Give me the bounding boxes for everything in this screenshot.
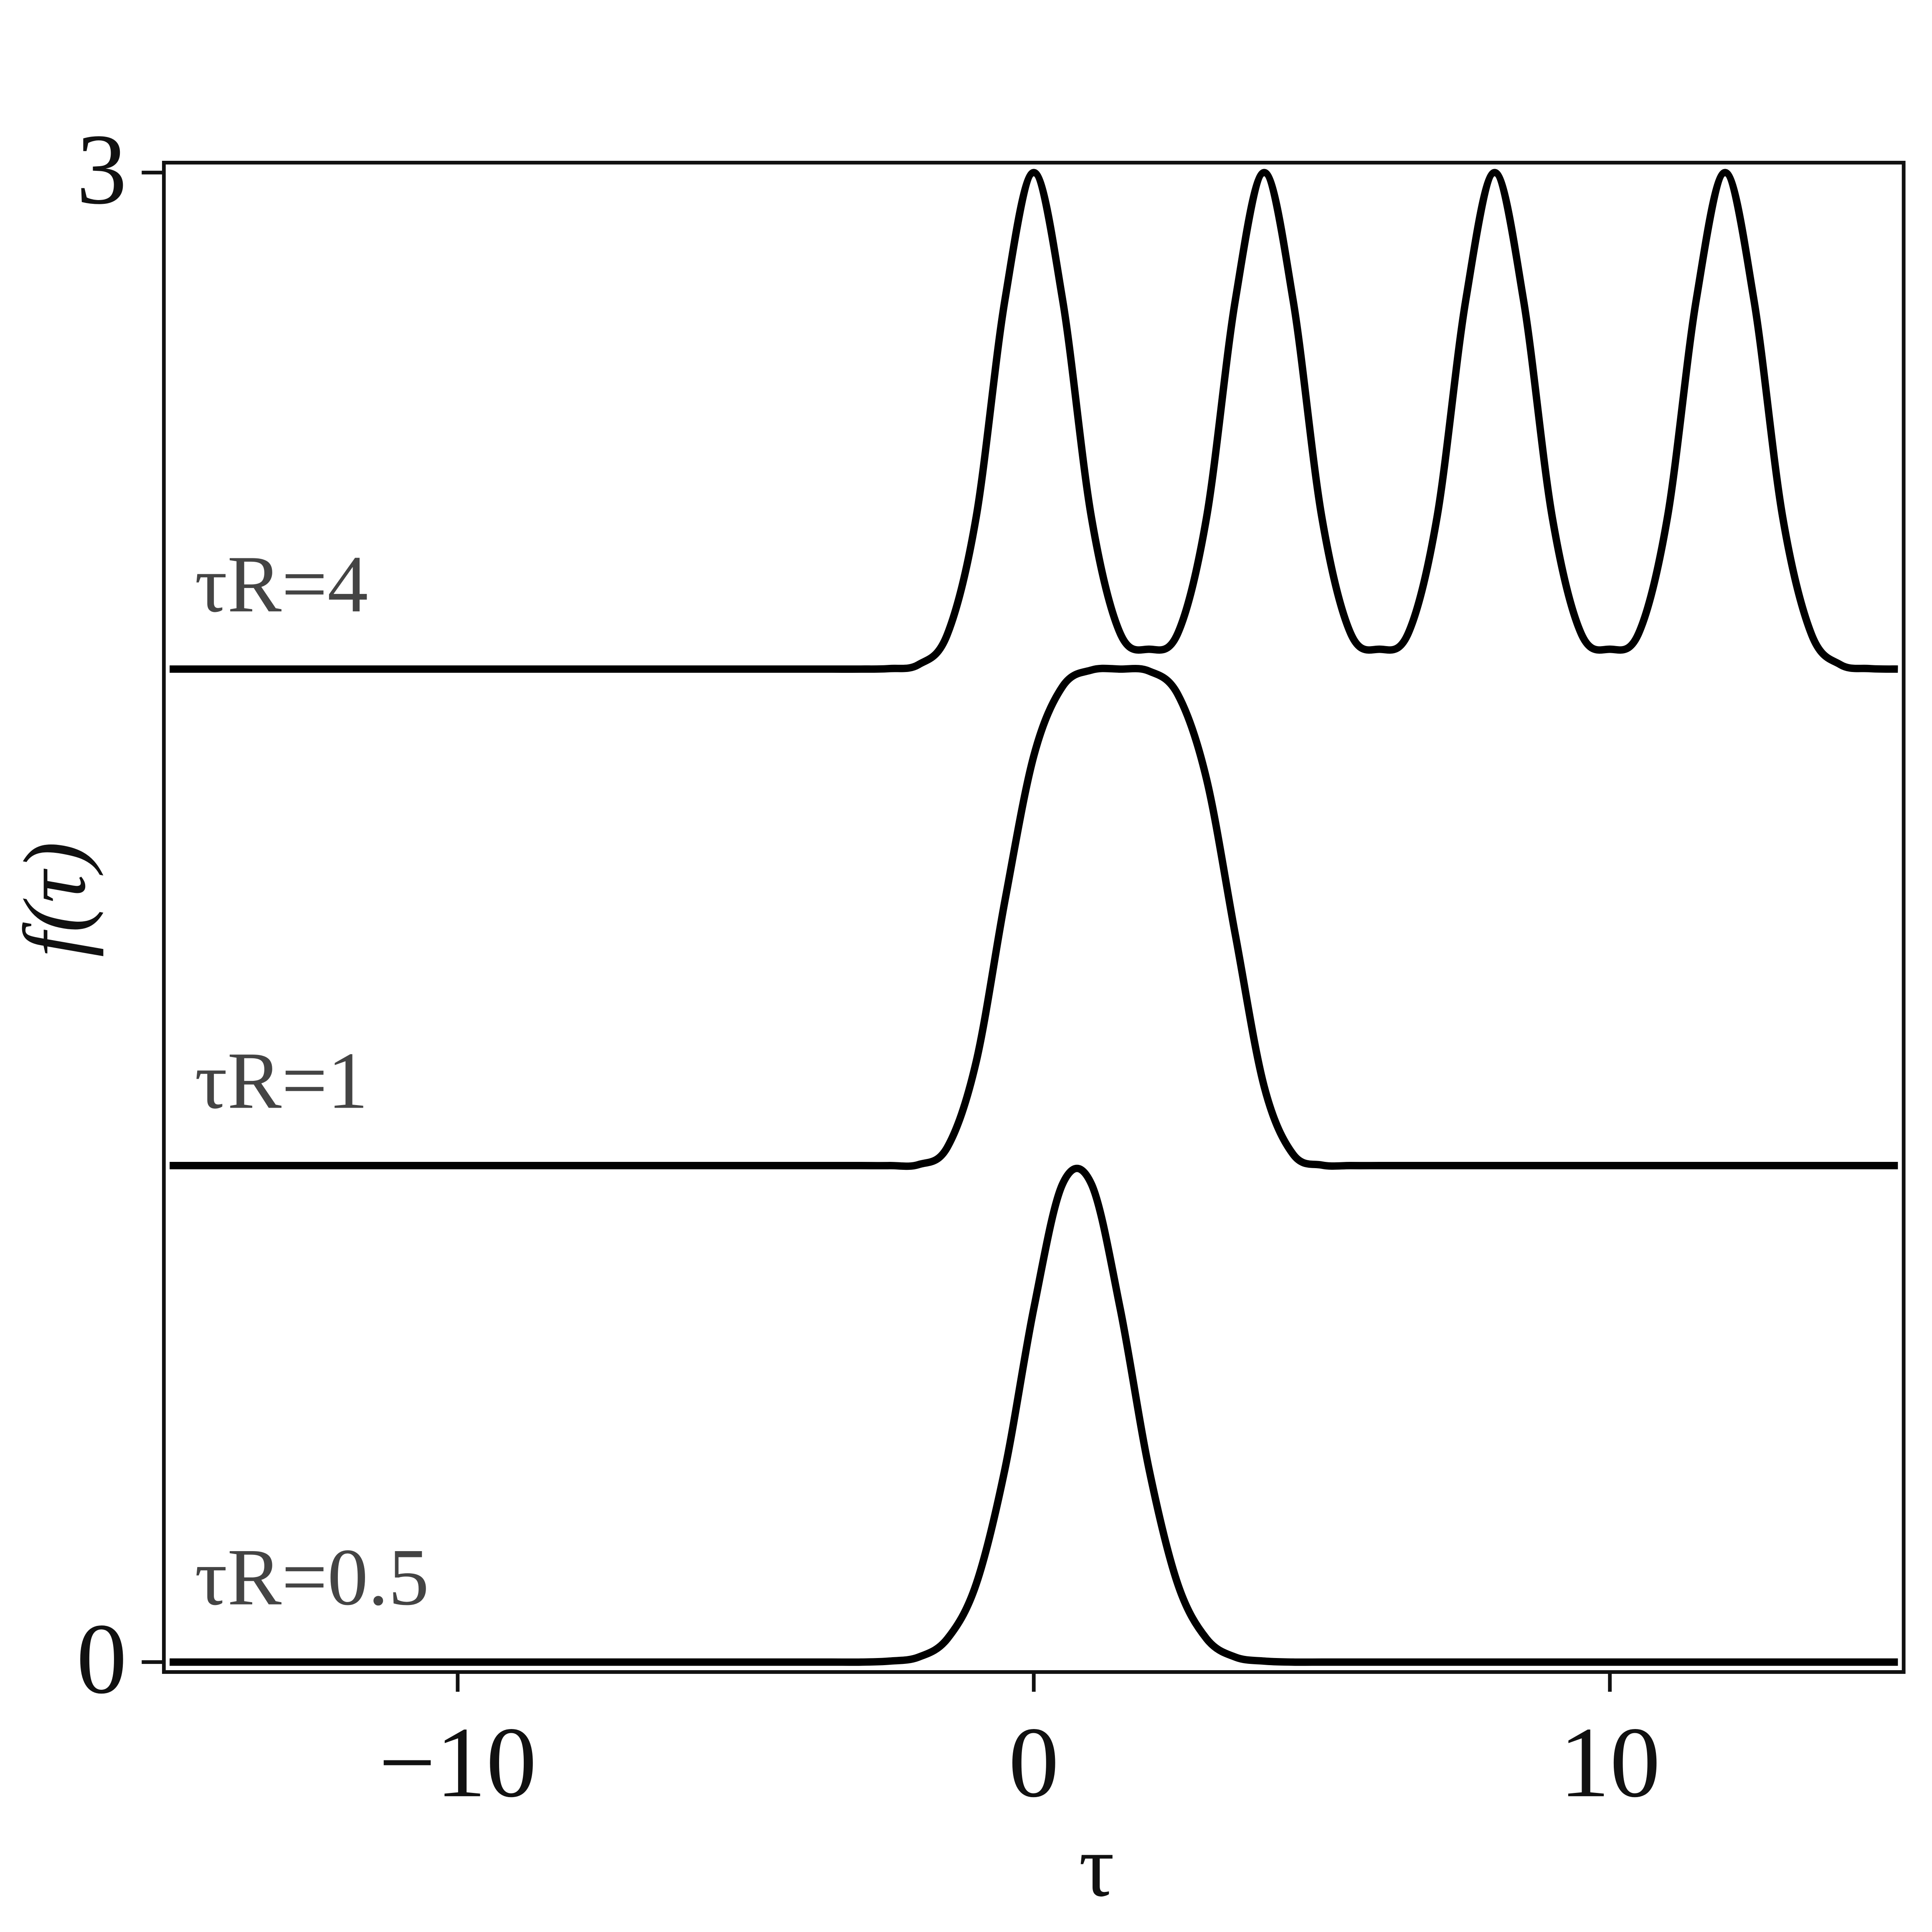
series-label: τR=1 xyxy=(195,1036,368,1126)
series-line xyxy=(170,1164,1898,1666)
x-tick-label: 0 xyxy=(1009,1706,1059,1818)
x-tick-label: −10 xyxy=(379,1706,537,1818)
series-line xyxy=(170,169,1898,673)
y-tick-label: 3 xyxy=(76,113,127,225)
y-axis-label: f(τ) xyxy=(5,842,104,957)
plot-frame xyxy=(162,161,1906,1674)
y-tick-label: 0 xyxy=(76,1603,127,1715)
series-line xyxy=(170,664,1898,1170)
series-label: τR=0.5 xyxy=(195,1532,429,1622)
x-axis-label: τ xyxy=(1079,1817,1114,1915)
series-label: τR=4 xyxy=(195,539,368,629)
x-tick-label: 10 xyxy=(1559,1706,1661,1818)
